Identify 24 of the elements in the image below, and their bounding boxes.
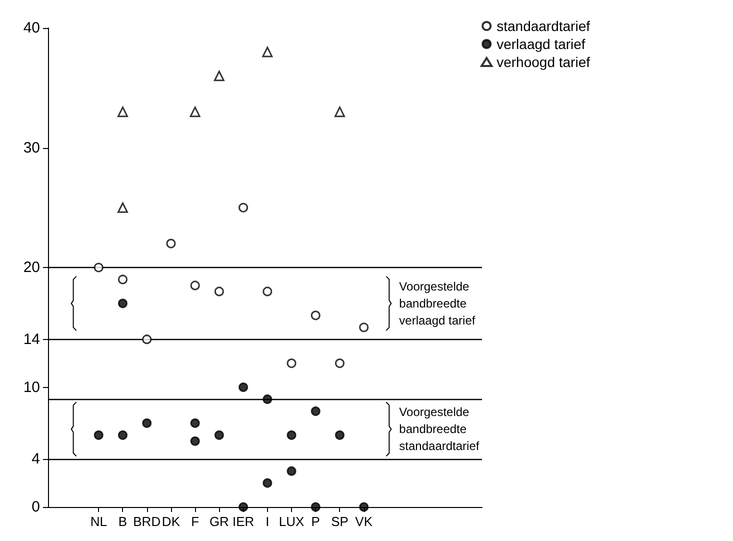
y-tick-label: 4 [32, 450, 40, 468]
x-tick-label: DK [162, 514, 180, 529]
x-tick-label: SP [331, 514, 348, 529]
x-tick-label: P [311, 514, 320, 529]
y-tick-label: 10 [23, 378, 40, 396]
x-tick-label: NL [90, 514, 107, 529]
x-tick-label: IER [232, 514, 254, 529]
x-tick-label: BRD [133, 514, 161, 529]
x-tick-label: B [118, 514, 128, 529]
y-tick-label: 30 [23, 139, 40, 156]
y-tick-label: 0 [32, 498, 40, 516]
legend-label: verlaagd tarief [496, 36, 586, 52]
legend-label: standaardtarief [496, 18, 590, 34]
x-tick-label: GR [209, 514, 229, 529]
x-tick-label: VK [355, 514, 373, 529]
x-tick-label: I [266, 514, 270, 529]
legend-label: verhoogd tarief [496, 54, 590, 70]
text: Voorgestelde bandbreedte standaardtarief [399, 405, 480, 454]
x-tick-label: LUX [278, 514, 304, 529]
x-tick-label: F [191, 514, 200, 529]
text: Voorgestelde bandbreedte verlaagd tarief [399, 279, 476, 328]
y-tick-label: 20 [23, 259, 40, 276]
y-tick-label: 14 [23, 330, 40, 348]
y-tick-label: 40 [23, 20, 40, 36]
